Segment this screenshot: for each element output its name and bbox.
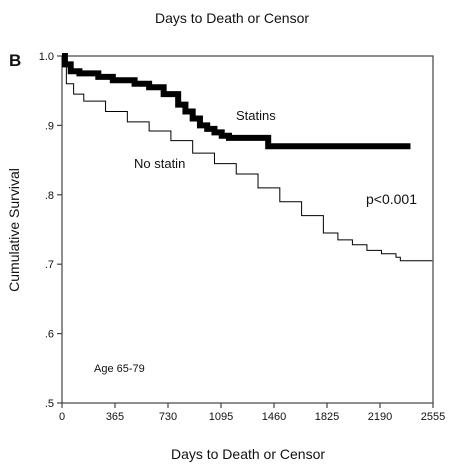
x-tick-label: 730 — [159, 411, 177, 423]
y-tick-label: 1.0 — [39, 51, 54, 63]
y-tick-label: .7 — [45, 259, 54, 271]
no-statin-label: No statin — [134, 156, 185, 171]
no-statin-curve — [62, 55, 433, 262]
x-tick-label: 2555 — [421, 411, 445, 423]
p-value-label: p<0.001 — [366, 191, 417, 207]
survival-curves — [61, 53, 433, 262]
x-tick-label: 1460 — [262, 411, 286, 423]
y-axis-ticks: .5 .6 .7 .8 .9 1.0 — [39, 51, 62, 410]
plot-frame — [61, 55, 434, 404]
y-tick-label: .9 — [45, 120, 54, 132]
panel-label: B — [9, 51, 21, 70]
x-tick-label: 1095 — [209, 411, 233, 423]
x-tick-label: 365 — [106, 411, 124, 423]
statins-label: Statins — [236, 108, 276, 123]
x-tick-label: 1825 — [315, 411, 339, 423]
statins-curve — [61, 53, 411, 150]
age-range-label: Age 65-79 — [94, 363, 145, 375]
x-tick-label: 0 — [59, 411, 65, 423]
x-tick-label: 2190 — [368, 411, 392, 423]
y-tick-label: .5 — [45, 398, 54, 410]
top-title: Days to Death or Censor — [155, 10, 309, 26]
x-axis-ticks: 0 365 730 1095 1460 1825 2190 2555 — [59, 403, 445, 423]
y-tick-label: .8 — [45, 190, 54, 202]
y-tick-label: .6 — [45, 329, 54, 341]
y-axis-label: Cumulative Survival — [6, 168, 22, 292]
x-axis-label: Days to Death or Censor — [171, 446, 325, 462]
